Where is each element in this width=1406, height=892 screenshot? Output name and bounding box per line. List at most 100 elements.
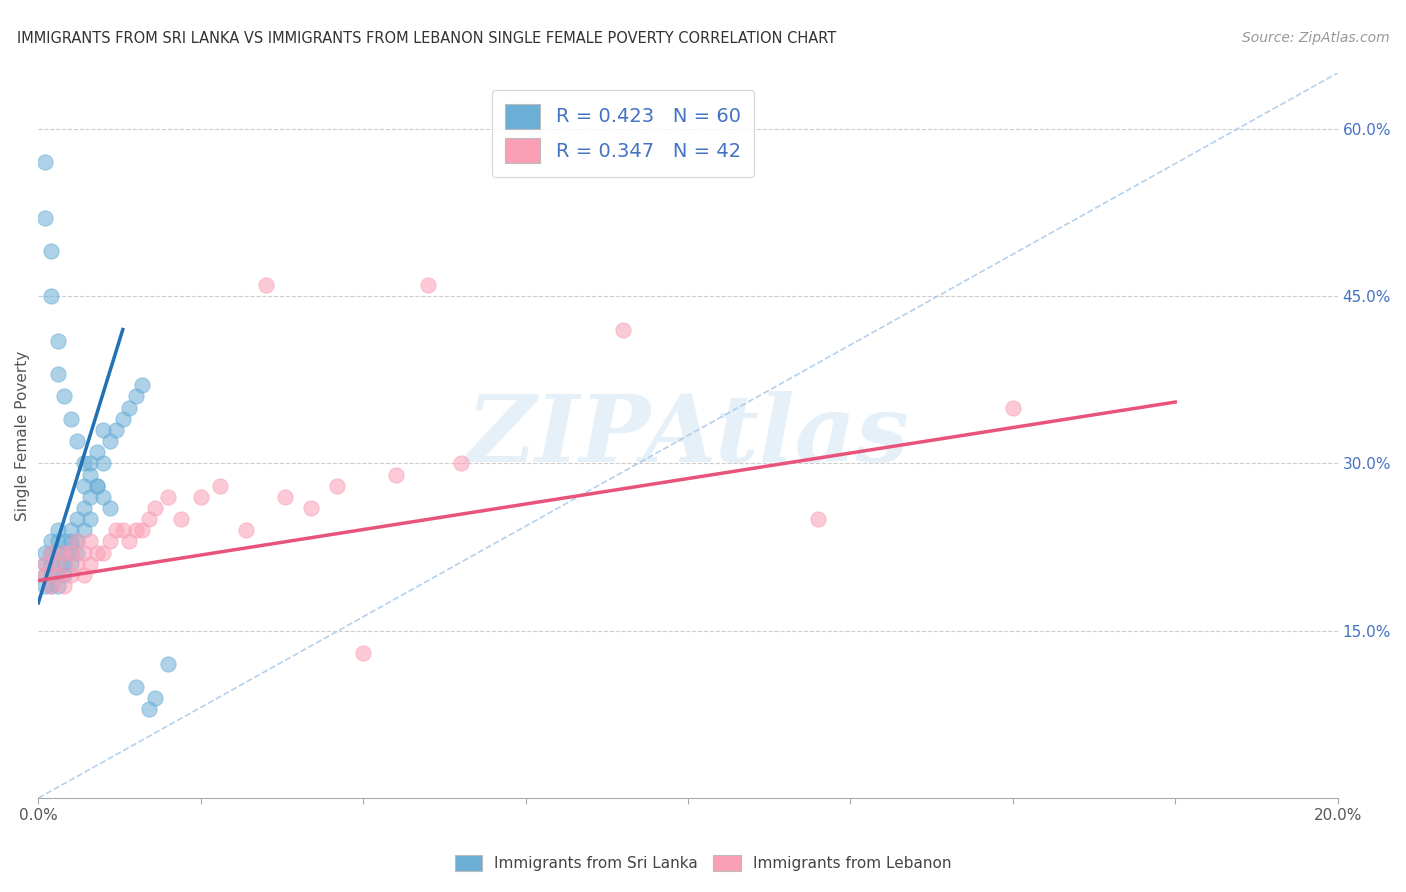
Legend: R = 0.423   N = 60, R = 0.347   N = 42: R = 0.423 N = 60, R = 0.347 N = 42 bbox=[492, 90, 755, 177]
Point bbox=[41, 579, 63, 593]
Point bbox=[34, 568, 56, 582]
Point bbox=[34, 557, 56, 571]
Point bbox=[41, 534, 63, 549]
Point bbox=[34, 211, 56, 225]
Point bbox=[59, 557, 82, 571]
Point bbox=[98, 501, 121, 516]
Point bbox=[41, 546, 63, 560]
Point bbox=[73, 501, 96, 516]
Point bbox=[53, 546, 76, 560]
Point bbox=[59, 568, 82, 582]
Point bbox=[59, 534, 82, 549]
Point bbox=[66, 546, 89, 560]
Point bbox=[143, 501, 166, 516]
Point bbox=[46, 557, 69, 571]
Point bbox=[53, 389, 76, 403]
Point bbox=[46, 579, 69, 593]
Point bbox=[66, 512, 89, 526]
Point bbox=[105, 423, 128, 437]
Point bbox=[91, 546, 114, 560]
Point bbox=[41, 579, 63, 593]
Point bbox=[66, 557, 89, 571]
Point bbox=[79, 490, 101, 504]
Point bbox=[34, 568, 56, 582]
Point bbox=[73, 546, 96, 560]
Point bbox=[254, 277, 277, 292]
Point bbox=[612, 322, 634, 336]
Point bbox=[190, 490, 212, 504]
Point bbox=[66, 534, 89, 549]
Point bbox=[157, 657, 180, 672]
Point bbox=[46, 568, 69, 582]
Point bbox=[125, 680, 148, 694]
Point bbox=[79, 534, 101, 549]
Point bbox=[66, 534, 89, 549]
Point bbox=[209, 479, 232, 493]
Point bbox=[157, 490, 180, 504]
Point bbox=[111, 411, 134, 425]
Point bbox=[86, 445, 108, 459]
Point bbox=[34, 579, 56, 593]
Legend: Immigrants from Sri Lanka, Immigrants from Lebanon: Immigrants from Sri Lanka, Immigrants fr… bbox=[449, 849, 957, 877]
Text: Source: ZipAtlas.com: Source: ZipAtlas.com bbox=[1241, 31, 1389, 45]
Point bbox=[138, 702, 160, 716]
Point bbox=[73, 457, 96, 471]
Point bbox=[79, 557, 101, 571]
Point bbox=[53, 546, 76, 560]
Point bbox=[79, 512, 101, 526]
Point bbox=[98, 434, 121, 449]
Point bbox=[86, 479, 108, 493]
Point bbox=[138, 512, 160, 526]
Point bbox=[98, 534, 121, 549]
Point bbox=[73, 568, 96, 582]
Point bbox=[299, 501, 322, 516]
Point bbox=[91, 490, 114, 504]
Point bbox=[73, 479, 96, 493]
Point bbox=[53, 557, 76, 571]
Point bbox=[41, 546, 63, 560]
Point bbox=[416, 277, 439, 292]
Point bbox=[105, 524, 128, 538]
Point bbox=[450, 457, 472, 471]
Point bbox=[34, 557, 56, 571]
Point bbox=[131, 524, 153, 538]
Point bbox=[59, 546, 82, 560]
Point bbox=[79, 467, 101, 482]
Point bbox=[326, 479, 349, 493]
Point bbox=[59, 546, 82, 560]
Point bbox=[46, 334, 69, 348]
Point bbox=[235, 524, 257, 538]
Point bbox=[46, 524, 69, 538]
Point bbox=[73, 524, 96, 538]
Text: IMMIGRANTS FROM SRI LANKA VS IMMIGRANTS FROM LEBANON SINGLE FEMALE POVERTY CORRE: IMMIGRANTS FROM SRI LANKA VS IMMIGRANTS … bbox=[17, 31, 837, 46]
Point bbox=[46, 568, 69, 582]
Point bbox=[86, 546, 108, 560]
Point bbox=[46, 534, 69, 549]
Point bbox=[79, 457, 101, 471]
Point bbox=[807, 512, 830, 526]
Point bbox=[41, 557, 63, 571]
Point bbox=[53, 568, 76, 582]
Point bbox=[53, 579, 76, 593]
Point bbox=[34, 546, 56, 560]
Point bbox=[53, 534, 76, 549]
Point bbox=[91, 457, 114, 471]
Y-axis label: Single Female Poverty: Single Female Poverty bbox=[15, 351, 30, 521]
Point bbox=[41, 568, 63, 582]
Point bbox=[111, 524, 134, 538]
Point bbox=[46, 557, 69, 571]
Point bbox=[352, 646, 374, 660]
Point bbox=[131, 378, 153, 392]
Point bbox=[91, 423, 114, 437]
Point bbox=[59, 524, 82, 538]
Point bbox=[274, 490, 297, 504]
Point bbox=[46, 546, 69, 560]
Point bbox=[125, 524, 148, 538]
Point bbox=[143, 690, 166, 705]
Point bbox=[34, 155, 56, 169]
Point bbox=[41, 244, 63, 259]
Point bbox=[118, 534, 141, 549]
Point bbox=[46, 367, 69, 381]
Point bbox=[66, 434, 89, 449]
Point bbox=[86, 479, 108, 493]
